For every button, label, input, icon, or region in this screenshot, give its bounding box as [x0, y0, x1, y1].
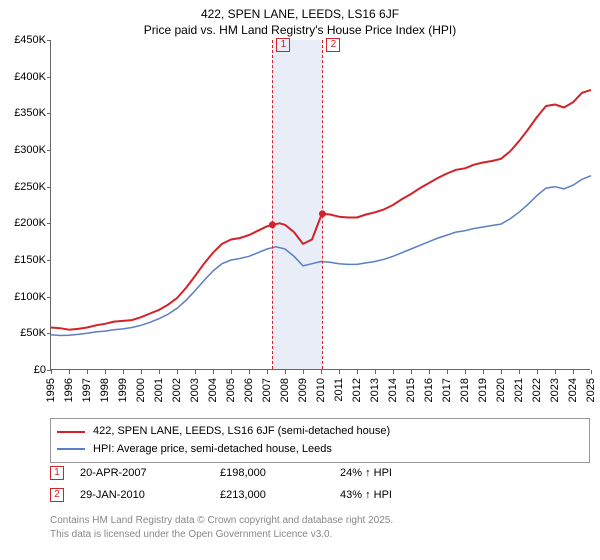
- x-tick-label: 2016: [423, 378, 435, 402]
- x-tick-label: 2001: [153, 378, 165, 402]
- legend-label: HPI: Average price, semi-detached house,…: [93, 441, 332, 459]
- x-tick-label: 2004: [207, 378, 219, 402]
- y-tick-label: £250K: [1, 181, 46, 193]
- x-tick-label: 2012: [351, 378, 363, 402]
- x-tick-label: 2018: [459, 378, 471, 402]
- sale-marker-line: [272, 40, 273, 369]
- series-price_paid: [51, 90, 591, 330]
- sales-table: 1 20-APR-2007£198,00024% ↑ HPI 2 29-JAN-201…: [50, 462, 590, 506]
- x-tick-label: 2008: [279, 378, 291, 402]
- sale-marker-badge: 2: [326, 38, 340, 52]
- x-tick-label: 2009: [297, 378, 309, 402]
- sales-row-badge: 2: [50, 488, 64, 502]
- legend-box: 422, SPEN LANE, LEEDS, LS16 6JF (semi-de…: [50, 418, 590, 463]
- x-tick-label: 2007: [261, 378, 273, 402]
- x-tick-label: 2023: [549, 378, 561, 402]
- sale-marker-badge: 1: [276, 38, 290, 52]
- x-tick-label: 2025: [585, 378, 597, 402]
- x-tick-label: 2014: [387, 378, 399, 402]
- attribution-line2: This data is licensed under the Open Gov…: [50, 528, 590, 542]
- sales-row: 1 20-APR-2007£198,00024% ↑ HPI: [50, 462, 590, 484]
- legend-row: HPI: Average price, semi-detached house,…: [57, 441, 583, 459]
- chart-title-line2: Price paid vs. HM Land Registry's House …: [0, 22, 600, 38]
- sales-row-date: 20-APR-2007: [80, 467, 220, 479]
- sales-row-delta: 24% ↑ HPI: [340, 467, 460, 479]
- y-tick-label: £50K: [1, 327, 46, 339]
- x-tick-label: 2011: [333, 378, 345, 402]
- sales-row-price: £213,000: [220, 489, 340, 501]
- y-tick-label: £200K: [1, 217, 46, 229]
- sales-row-delta: 43% ↑ HPI: [340, 489, 460, 501]
- legend-swatch: [57, 448, 85, 450]
- chart-svg: [51, 40, 591, 370]
- y-tick-label: £400K: [1, 71, 46, 83]
- x-tick-label: 1995: [45, 378, 57, 402]
- sales-row: 2 29-JAN-2010£213,00043% ↑ HPI: [50, 484, 590, 506]
- y-tick-label: £450K: [1, 34, 46, 46]
- x-tick-label: 2013: [369, 378, 381, 402]
- x-tick-label: 2002: [171, 378, 183, 402]
- x-tick-label: 1996: [63, 378, 75, 402]
- x-tick-label: 1998: [99, 378, 111, 402]
- sales-row-date: 29-JAN-2010: [80, 489, 220, 501]
- y-tick-label: £150K: [1, 254, 46, 266]
- series-hpi: [51, 176, 591, 336]
- x-tick-label: 2024: [567, 378, 579, 402]
- y-tick-label: £100K: [1, 291, 46, 303]
- x-tick-label: 2022: [531, 378, 543, 402]
- x-tick-label: 2020: [495, 378, 507, 402]
- plot-area: £0£50K£100K£150K£200K£250K£300K£350K£400…: [50, 40, 590, 370]
- attribution-line1: Contains HM Land Registry data © Crown c…: [50, 514, 590, 528]
- x-tick-label: 2006: [243, 378, 255, 402]
- sales-row-price: £198,000: [220, 467, 340, 479]
- legend-swatch: [57, 431, 85, 433]
- x-tick-label: 2015: [405, 378, 417, 402]
- chart-title-line1: 422, SPEN LANE, LEEDS, LS16 6JF: [0, 6, 600, 22]
- x-tick-label: 2000: [135, 378, 147, 402]
- x-tick-label: 2005: [225, 378, 237, 402]
- y-tick-label: £350K: [1, 107, 46, 119]
- sales-row-badge: 1: [50, 466, 64, 480]
- legend-label: 422, SPEN LANE, LEEDS, LS16 6JF (semi-de…: [93, 423, 390, 441]
- x-tick-label: 2003: [189, 378, 201, 402]
- x-tick-label: 2017: [441, 378, 453, 402]
- x-tick-label: 2021: [513, 378, 525, 402]
- x-tick-label: 1997: [81, 378, 93, 402]
- x-tick-label: 2019: [477, 378, 489, 402]
- chart-area: £0 £50K £100K £150K £200K £250K £300K £350K £400…: [0, 40, 600, 410]
- y-tick-label: £0: [1, 364, 46, 376]
- legend-row: 422, SPEN LANE, LEEDS, LS16 6JF (semi-de…: [57, 423, 583, 441]
- x-tick-label: 2010: [315, 378, 327, 402]
- x-tick-label: 1999: [117, 378, 129, 402]
- y-tick-label: £300K: [1, 144, 46, 156]
- sale-marker-line: [322, 40, 323, 369]
